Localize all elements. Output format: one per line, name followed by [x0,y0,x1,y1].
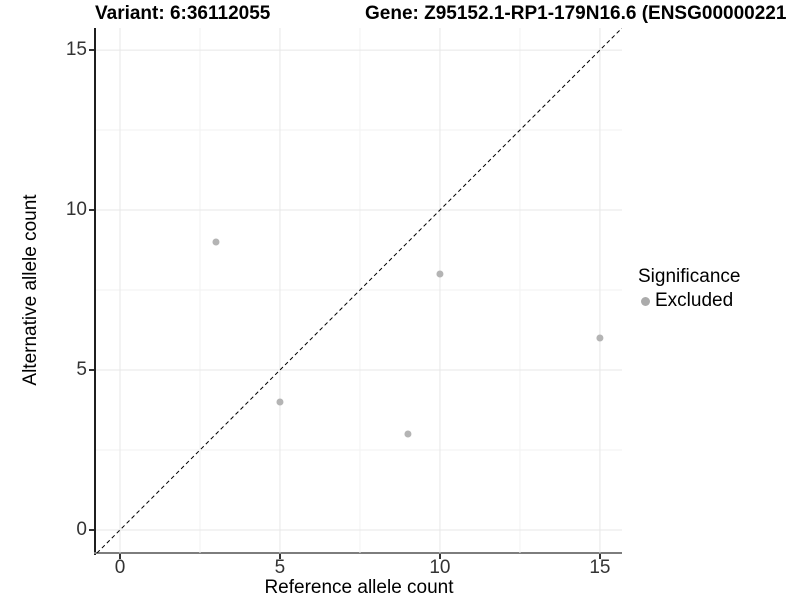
data-point [212,238,220,246]
legend-item-label: Excluded [655,290,734,311]
x-tick-mark [438,554,441,559]
variant-title: Variant: 6:36112055 [95,3,271,24]
x-tick-label: 5 [274,557,286,578]
x-tick-mark [598,554,601,559]
x-tick-mark [278,554,281,559]
gene-title: Gene: Z95152.1-RP1-179N16.6 (ENSG0000022… [365,3,787,24]
y-tick-label: 15 [65,39,87,61]
y-tick-label: 0 [76,518,87,540]
y-tick-mark [89,209,94,212]
data-point [276,398,284,406]
legend-title: Significance [638,266,741,287]
y-tick-label: 5 [76,359,87,380]
y-tick-mark [89,49,94,52]
legend-item-excluded: Excluded [638,290,740,312]
data-point [596,334,604,342]
y-axis-line [94,28,96,555]
identity-dashed-line [96,28,622,553]
data-point [436,270,444,278]
y-tick-mark [89,528,94,531]
x-tick-label: 15 [589,557,611,578]
x-tick-label: 10 [429,557,451,578]
x-axis-title: Reference allele count [264,577,454,598]
x-tick-label: 0 [114,557,126,578]
legend: Significance Excluded [638,266,740,312]
y-axis-title: Alternative allele count [20,194,41,386]
data-point [404,430,412,438]
y-tick-label: 10 [65,199,87,221]
legend-point-icon [641,296,650,306]
plot-area-svg [96,28,622,553]
plot-panel [96,28,622,553]
x-axis-line [94,552,622,554]
y-tick-mark [89,369,94,371]
x-tick-mark [118,554,121,559]
